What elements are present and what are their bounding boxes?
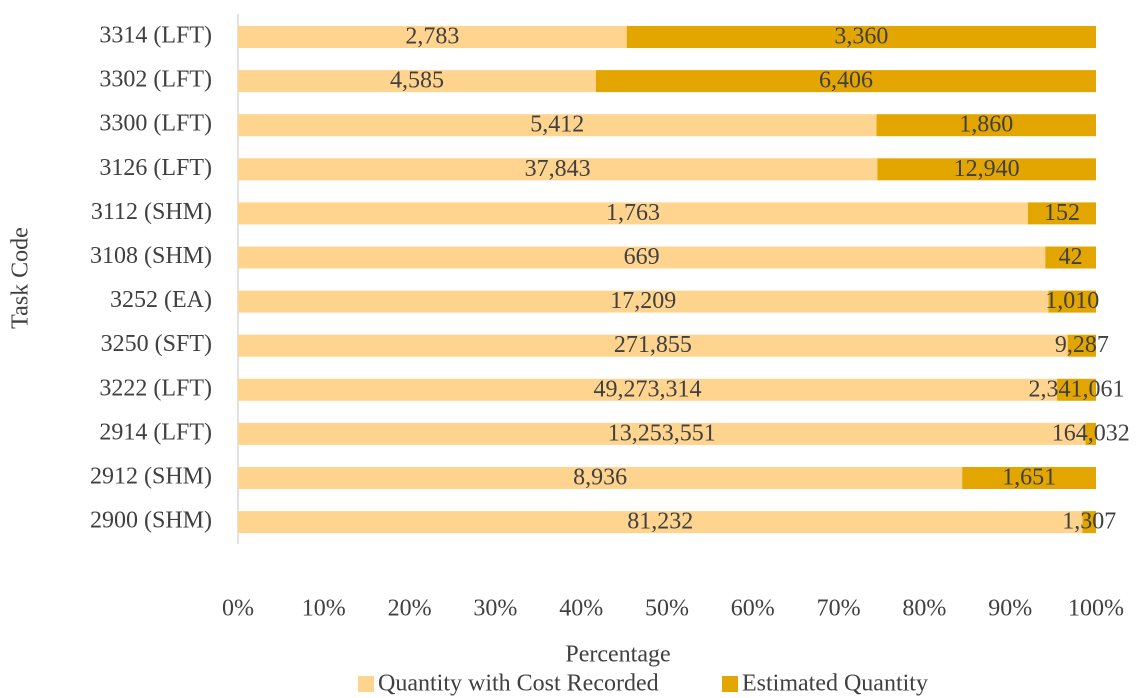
bar-segment [1027, 202, 1096, 225]
x-tick-label: 90% [988, 596, 1032, 622]
legend-swatch [722, 676, 738, 692]
x-tick-label: 0% [222, 596, 254, 622]
bar-segment [1057, 378, 1096, 401]
bar-segment [238, 158, 878, 181]
bar-segment [1067, 334, 1096, 357]
data-label: 13,253,551 [608, 420, 716, 446]
x-tick-label: 40% [559, 596, 603, 622]
x-tick-label: 60% [731, 596, 775, 622]
x-tick-label: 70% [817, 596, 861, 622]
x-tick-label: 10% [302, 596, 346, 622]
data-label: 4,585 [390, 68, 444, 94]
x-axis-title: Percentage [565, 642, 670, 668]
y-tick-label: 3112 (SHM) [91, 199, 212, 225]
bar-segment [1045, 246, 1096, 269]
bar-segment [1085, 422, 1096, 445]
x-tick-label: 50% [645, 596, 689, 622]
data-label: 2,341,061 [1029, 376, 1125, 402]
data-label: 49,273,314 [594, 376, 702, 402]
y-tick-label: 3126 (LFT) [99, 155, 212, 181]
y-axis-title: Task Code [8, 227, 34, 329]
bar-segment [238, 334, 1068, 357]
y-tick-label: 2912 (SHM) [90, 464, 212, 490]
bar-segment [238, 114, 877, 137]
bar-segment [1082, 511, 1096, 534]
data-label: 17,209 [610, 288, 676, 314]
y-tick-label: 3252 (EA) [110, 287, 212, 313]
x-tick-label: 20% [388, 596, 432, 622]
bar-segment [238, 511, 1083, 534]
data-label: 1,763 [606, 200, 660, 226]
bar-segment [238, 70, 596, 93]
bar-segment [238, 422, 1086, 445]
data-label: 12,940 [954, 156, 1020, 182]
bar-segment [238, 290, 1049, 313]
y-tick-label: 2914 (LFT) [99, 419, 212, 445]
y-tick-label: 3300 (LFT) [99, 111, 212, 137]
x-tick-label: 80% [902, 596, 946, 622]
data-label: 6,406 [819, 68, 873, 94]
bar-segment [962, 467, 1096, 489]
data-label: 8,936 [573, 465, 627, 491]
data-label: 669 [624, 244, 660, 270]
legend-label: Quantity with Cost Recorded [378, 671, 659, 697]
bar-segment [877, 158, 1096, 181]
y-tick-label: 3250 (SFT) [101, 331, 212, 357]
bar-segment [1048, 290, 1096, 313]
bar-segment [238, 26, 627, 48]
x-tick-label: 100% [1068, 596, 1124, 622]
x-tick-label: 30% [473, 596, 517, 622]
data-label: 5,412 [530, 112, 584, 138]
y-tick-label: 3222 (LFT) [99, 375, 212, 401]
bar-segment [238, 202, 1028, 225]
legend-label: Estimated Quantity [742, 671, 928, 697]
data-label: 152 [1044, 200, 1080, 226]
data-label: 3,360 [834, 24, 888, 50]
bar-segment [626, 26, 1096, 48]
y-tick-label: 2900 (SHM) [90, 508, 212, 534]
data-label: 1,860 [959, 112, 1013, 138]
y-tick-label: 3302 (LFT) [99, 67, 212, 93]
data-label: 37,843 [525, 156, 591, 182]
data-label: 1,010 [1045, 288, 1099, 314]
data-label: 164,032 [1052, 420, 1130, 446]
bar-segment [238, 246, 1046, 269]
bar-segment [876, 114, 1096, 137]
bar-segment [238, 467, 963, 489]
legend-swatch [358, 676, 374, 692]
bar-segment [238, 378, 1058, 401]
data-label: 9,287 [1055, 332, 1109, 358]
data-label: 2,783 [405, 24, 459, 50]
data-label: 1,651 [1002, 465, 1056, 491]
bar-segment [595, 70, 1096, 93]
y-tick-label: 3108 (SHM) [90, 243, 212, 269]
data-label: 1,307 [1062, 509, 1116, 535]
data-label: 271,855 [614, 332, 692, 358]
data-label: 81,232 [627, 509, 693, 535]
y-tick-label: 3314 (LFT) [99, 23, 212, 49]
data-label: 42 [1059, 244, 1083, 270]
